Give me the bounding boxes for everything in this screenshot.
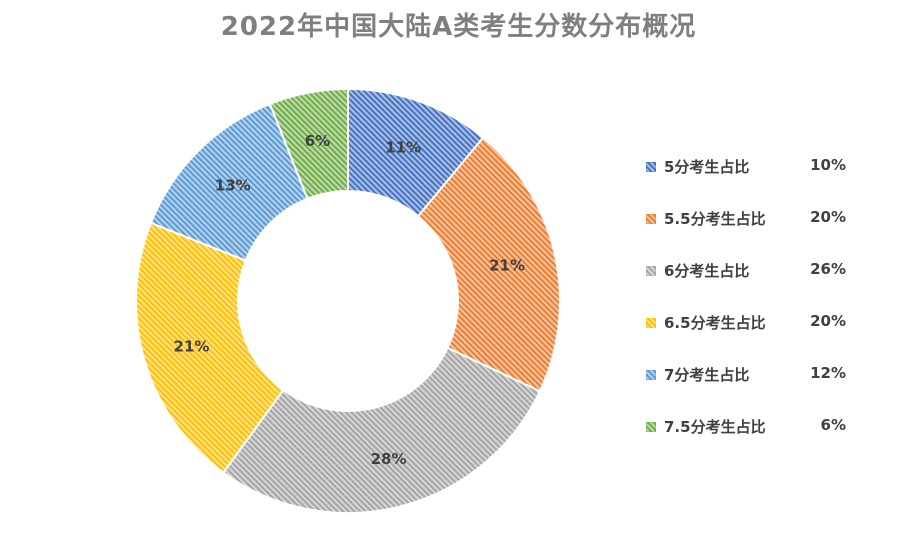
donut-slice-3 bbox=[221, 346, 542, 514]
slice-data-label-4: 21% bbox=[174, 337, 210, 355]
legend-value: 12% bbox=[810, 364, 846, 382]
slice-data-label-5: 13% bbox=[215, 177, 251, 195]
legend-label: 5分考生占比 bbox=[664, 158, 750, 176]
legend-swatch bbox=[646, 162, 656, 172]
slice-data-label-1: 11% bbox=[385, 139, 421, 157]
legend-label: 7分考生占比 bbox=[664, 366, 750, 384]
legend-label: 6.5分考生占比 bbox=[664, 314, 766, 332]
legend-value: 10% bbox=[810, 156, 846, 174]
slices-group bbox=[135, 87, 561, 514]
legend-swatch bbox=[646, 318, 656, 328]
donut-slice-6 bbox=[268, 87, 349, 201]
donut-slice-4 bbox=[135, 221, 285, 474]
legend-value: 26% bbox=[810, 260, 846, 278]
legend-item: 5分考生占比 10% bbox=[646, 152, 906, 204]
legend-swatch bbox=[646, 370, 656, 380]
slice-data-label-6: 6% bbox=[305, 132, 330, 150]
legend-item: 7.5分考生占比 6% bbox=[646, 412, 906, 464]
legend-value: 20% bbox=[810, 208, 846, 226]
legend-swatch bbox=[646, 422, 656, 432]
legend-label: 6分考生占比 bbox=[664, 262, 750, 280]
legend-value: 20% bbox=[810, 312, 846, 330]
chart-title: 2022年中国大陆A类考生分数分布概况 bbox=[220, 12, 697, 42]
legend-swatch bbox=[646, 214, 656, 224]
legend-item: 5.5分考生占比 20% bbox=[646, 204, 906, 256]
slice-labels-group: 11% 21% 28% 21% 13% 6% bbox=[174, 132, 526, 468]
legend-item: 6分考生占比 26% bbox=[646, 256, 906, 308]
slice-data-label-2: 21% bbox=[489, 256, 525, 274]
legend-label: 7.5分考生占比 bbox=[664, 418, 766, 436]
legend-label: 5.5分考生占比 bbox=[664, 210, 766, 228]
legend-swatch bbox=[646, 266, 656, 276]
legend-value: 6% bbox=[820, 416, 846, 434]
legend-item: 6.5分考生占比 20% bbox=[646, 308, 906, 360]
slice-data-label-3: 28% bbox=[371, 450, 407, 468]
legend: 5分考生占比 10% 5.5分考生占比 20% 6分考生占比 26% 6.5分考生占比 20%… bbox=[646, 152, 906, 464]
legend-item: 7分考生占比 12% bbox=[646, 360, 906, 412]
donut-slice-2 bbox=[416, 136, 561, 393]
